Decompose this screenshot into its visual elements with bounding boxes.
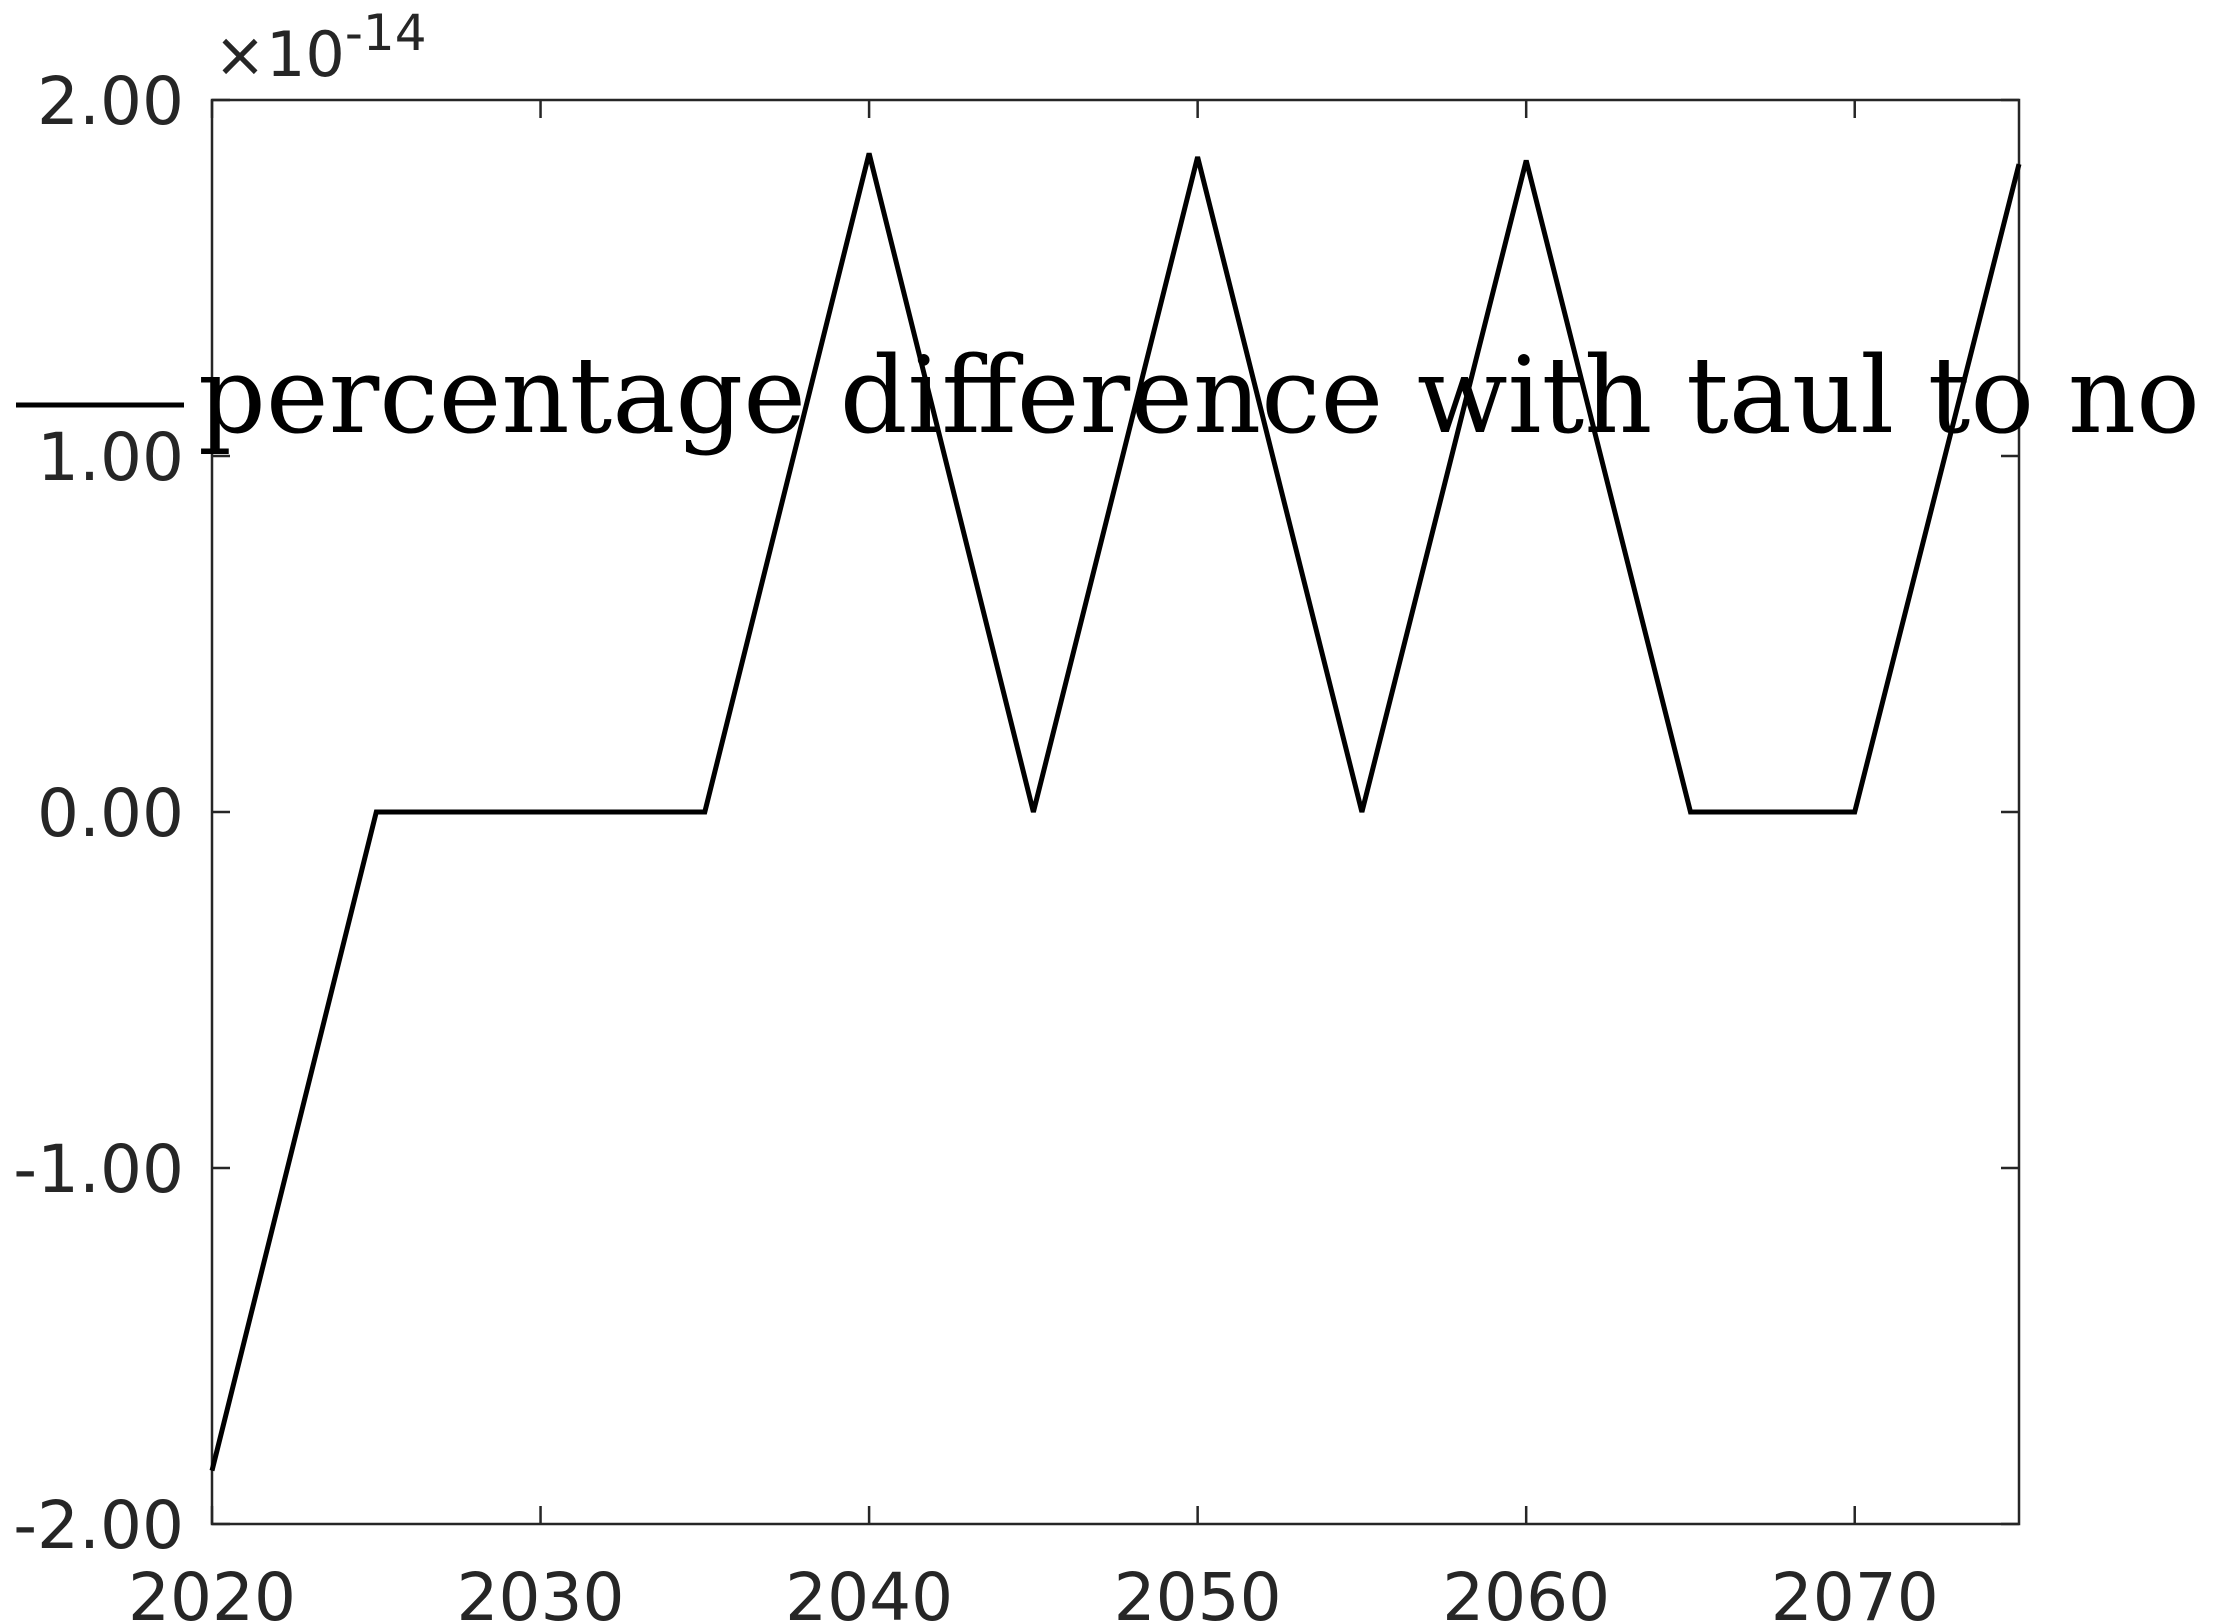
y-axis-ticks <box>212 98 2019 1526</box>
y-axis-tick-labels: -2.00 -1.00 0.00 1.00 2.00 <box>13 63 184 1564</box>
y-tick-label: 0.00 <box>37 775 184 852</box>
x-tick-label: 2070 <box>1771 1559 1939 1622</box>
x-tick-label: 2030 <box>457 1559 625 1622</box>
y-tick-label: 2.00 <box>37 63 184 140</box>
x-tick-label: 2060 <box>1442 1559 1610 1622</box>
legend-label: percentage difference with taul to no ta… <box>198 334 2214 457</box>
x-axis-tick-labels: 2020 2030 2040 2050 2060 2070 <box>128 1559 1939 1622</box>
y-tick-label: -2.00 <box>13 1487 184 1564</box>
series-group <box>209 152 2022 1472</box>
y-tick-label: -1.00 <box>13 1131 184 1208</box>
legend: percentage difference with taul to no ta… <box>16 334 2214 457</box>
x-tick-label: 2050 <box>1114 1559 1282 1622</box>
y-axis-exponent: ×10-14 <box>214 4 427 91</box>
y-tick-label: 1.00 <box>37 419 184 496</box>
x-tick-label: 2020 <box>128 1559 296 1622</box>
series-line <box>209 152 2022 1472</box>
y-axis-exponent-base: ×10 <box>214 18 345 91</box>
y-axis-exponent-power: -14 <box>345 4 427 62</box>
x-tick-label: 2040 <box>785 1559 953 1622</box>
axes: 2020 2030 2040 2050 2060 2070 -2.00 -1.00 0.00 1… <box>13 63 2021 1622</box>
x-axis-ticks <box>210 100 1856 1524</box>
